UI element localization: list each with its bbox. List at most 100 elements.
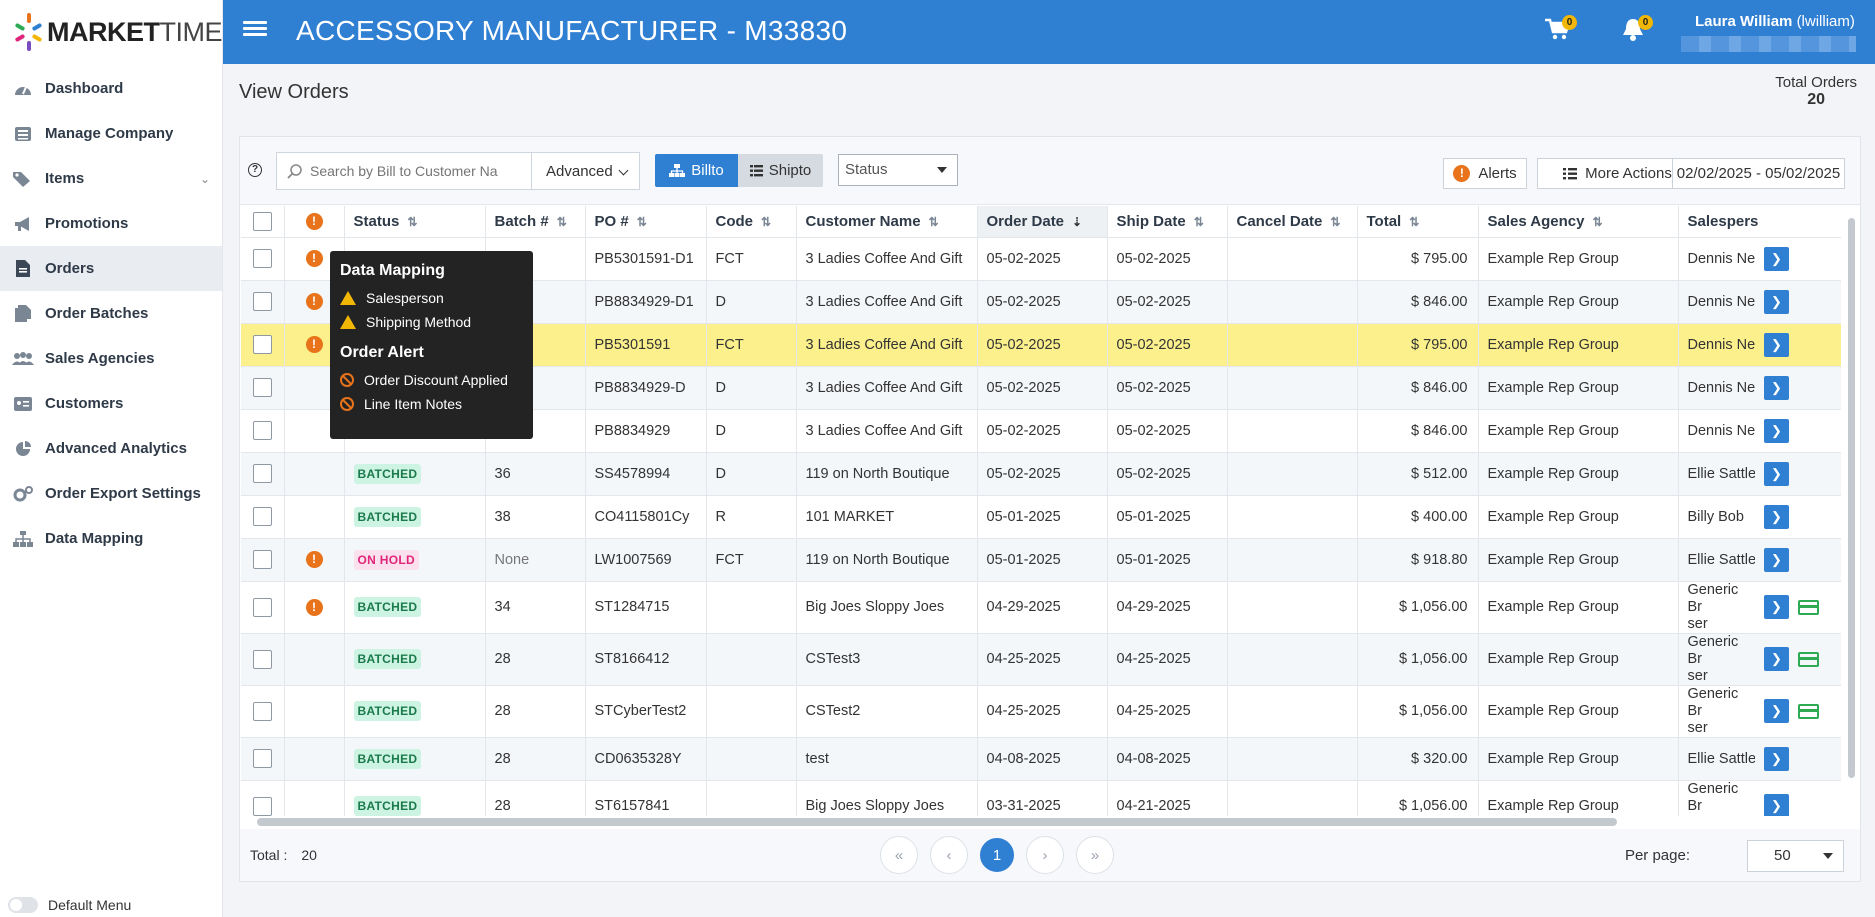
col-customer-name[interactable]: Customer Name ⇅ <box>796 206 978 238</box>
more-actions-button[interactable]: More Actions <box>1537 158 1698 189</box>
row-checkbox[interactable] <box>252 249 272 268</box>
col-batch[interactable]: Batch # ⇅ <box>485 206 586 238</box>
view-order-button[interactable]: ❯ <box>1764 418 1789 443</box>
prev-page-button[interactable]: ‹ <box>930 836 968 874</box>
per-page-select[interactable]: 50 <box>1747 840 1844 872</box>
table-row[interactable]: ! ON HOLD None LW1007569 FCT 119 on North Bou… <box>241 538 1841 582</box>
table-row[interactable]: BATCHED 28 ST6157841 Big Joes Sloppy Joes 03… <box>241 780 1841 816</box>
view-order-button[interactable]: ❯ <box>1764 794 1789 816</box>
col-salesperson[interactable]: Salespers <box>1678 206 1758 238</box>
sidebar-item-order-batches[interactable]: Order Batches <box>0 291 222 336</box>
sidebar-item-order-export-settings[interactable]: Order Export Settings <box>0 471 222 516</box>
notifications-button[interactable]: 0 <box>1621 15 1653 47</box>
alert-icon[interactable]: ! <box>305 293 323 310</box>
sort-icon[interactable]: ⇅ <box>761 214 772 229</box>
row-checkbox[interactable] <box>252 749 272 768</box>
sort-icon[interactable]: ⇅ <box>407 214 418 229</box>
view-order-button[interactable]: ❯ <box>1764 746 1789 771</box>
credit-card-icon[interactable] <box>1798 599 1819 615</box>
row-checkbox[interactable] <box>252 701 272 721</box>
row-checkbox[interactable] <box>252 507 272 526</box>
sidebar-item-advanced-analytics[interactable]: Advanced Analytics <box>0 426 222 471</box>
row-checkbox[interactable] <box>252 550 272 569</box>
sort-icon[interactable]: ⇅ <box>556 214 567 229</box>
table-row[interactable]: BATCHED 36 SS4578994 D 119 on North Boutique… <box>241 452 1841 496</box>
page-1-button[interactable]: 1 <box>980 838 1014 872</box>
table-row[interactable]: ! PB5301591-D1 FCT 3 Ladies Coffee And Gift… <box>241 237 1841 281</box>
table-row[interactable]: BATCHED 28 STCyberTest2 CSTest2 04-25-2025 04… <box>241 685 1841 738</box>
sort-icon[interactable]: ⇅ <box>928 214 939 229</box>
row-checkbox[interactable] <box>252 335 272 354</box>
last-page-button[interactable]: » <box>1076 836 1114 874</box>
row-checkbox[interactable] <box>252 292 272 311</box>
alerts-button[interactable]: ! Alerts <box>1443 158 1527 189</box>
table-row[interactable]: BATCHED 28 ST8166412 CSTest3 04-25-2025 04-25… <box>241 633 1841 686</box>
col-sales-agency[interactable]: Sales Agency ⇅ <box>1478 206 1679 238</box>
sidebar-item-data-mapping[interactable]: Data Mapping <box>0 516 222 561</box>
col-po[interactable]: PO # ⇅ <box>585 206 707 238</box>
status-filter-select[interactable]: Status <box>838 154 958 186</box>
sort-icon[interactable]: ⇅ <box>1592 214 1603 229</box>
credit-card-icon[interactable] <box>1798 703 1819 719</box>
sidebar-item-promotions[interactable]: Promotions <box>0 201 222 246</box>
user-menu[interactable]: Laura William (lwilliam) <box>1695 13 1855 30</box>
alert-icon[interactable]: ! <box>305 551 323 568</box>
toggle-switch[interactable] <box>8 897 38 913</box>
horizontal-scrollbar[interactable] <box>245 815 1835 827</box>
row-checkbox[interactable] <box>252 421 272 440</box>
table-row[interactable]: BATCHED 28 CD0635328Y test 04-08-2025 04-08-2… <box>241 737 1841 781</box>
sort-icon[interactable]: ⇅ <box>1409 214 1420 229</box>
row-checkbox[interactable] <box>252 464 272 483</box>
search-input[interactable] <box>310 163 520 179</box>
vertical-scrollbar[interactable] <box>1845 206 1857 816</box>
shipto-button[interactable]: Shipto <box>738 154 823 187</box>
view-order-button[interactable]: ❯ <box>1764 289 1789 314</box>
table-row[interactable]: ! BATCHED 34 ST1284715 Big Joes Sloppy Joes 0… <box>241 581 1841 634</box>
view-order-button[interactable]: ❯ <box>1764 332 1789 357</box>
sort-desc-icon[interactable]: ⇣ <box>1072 214 1083 229</box>
row-checkbox[interactable] <box>252 378 272 397</box>
credit-card-icon[interactable] <box>1798 651 1819 667</box>
sidebar-item-manage-company[interactable]: Manage Company <box>0 111 222 156</box>
view-order-button[interactable]: ❯ <box>1764 375 1789 400</box>
help-icon[interactable]: ? <box>248 163 262 177</box>
view-order-button[interactable]: ❯ <box>1764 461 1789 486</box>
sort-icon[interactable]: ⇅ <box>1193 214 1204 229</box>
view-order-button[interactable]: ❯ <box>1764 504 1789 529</box>
col-cancel-date[interactable]: Cancel Date ⇅ <box>1227 206 1358 238</box>
alert-icon[interactable]: ! <box>305 598 323 616</box>
default-menu-toggle[interactable]: Default Menu <box>8 897 131 913</box>
row-checkbox[interactable] <box>252 597 272 617</box>
col-code[interactable]: Code ⇅ <box>706 206 797 238</box>
table-row[interactable]: BATCHED 38 CO4115801Cy R 101 MARKET 05-01-202… <box>241 495 1841 539</box>
view-order-button[interactable]: ❯ <box>1764 595 1789 619</box>
first-page-button[interactable]: « <box>880 836 918 874</box>
view-order-button[interactable]: ❯ <box>1764 647 1789 671</box>
marketime-logo[interactable]: MARKETTIME <box>0 0 222 64</box>
billto-button[interactable]: Billto <box>655 154 738 187</box>
view-order-button[interactable]: ❯ <box>1764 547 1789 572</box>
date-range-picker[interactable]: 02/02/2025 - 05/02/2025 <box>1672 158 1845 189</box>
hamburger-menu-icon[interactable] <box>243 18 267 42</box>
cart-button[interactable]: 0 <box>1545 15 1577 47</box>
col-total[interactable]: Total ⇅ <box>1357 206 1479 238</box>
col-status[interactable]: Status ⇅ <box>344 206 486 238</box>
search-box[interactable] <box>276 152 532 190</box>
select-all-checkbox[interactable] <box>252 211 272 231</box>
row-checkbox[interactable] <box>252 649 272 669</box>
sidebar-item-dashboard[interactable]: Dashboard <box>0 66 222 111</box>
chevron-down-icon[interactable]: ⌄ <box>199 171 210 186</box>
sort-icon[interactable]: ⇅ <box>1330 214 1341 229</box>
col-order-date[interactable]: Order Date ⇣ <box>977 206 1108 238</box>
sidebar-item-orders[interactable]: Orders <box>0 246 222 291</box>
sort-icon[interactable]: ⇅ <box>636 214 647 229</box>
table-row[interactable]: ! PB5301591 FCT 3 Ladies Coffee And Gift 05-… <box>241 323 1841 367</box>
next-page-button[interactable]: › <box>1026 836 1064 874</box>
row-checkbox[interactable] <box>252 796 272 816</box>
alert-icon[interactable]: ! <box>305 336 323 353</box>
sidebar-item-customers[interactable]: Customers <box>0 381 222 426</box>
view-order-button[interactable]: ❯ <box>1764 699 1789 723</box>
sidebar-item-items[interactable]: Items ⌄ <box>0 156 222 201</box>
view-order-button[interactable]: ❯ <box>1764 246 1789 271</box>
sidebar-item-sales-agencies[interactable]: Sales Agencies <box>0 336 222 381</box>
